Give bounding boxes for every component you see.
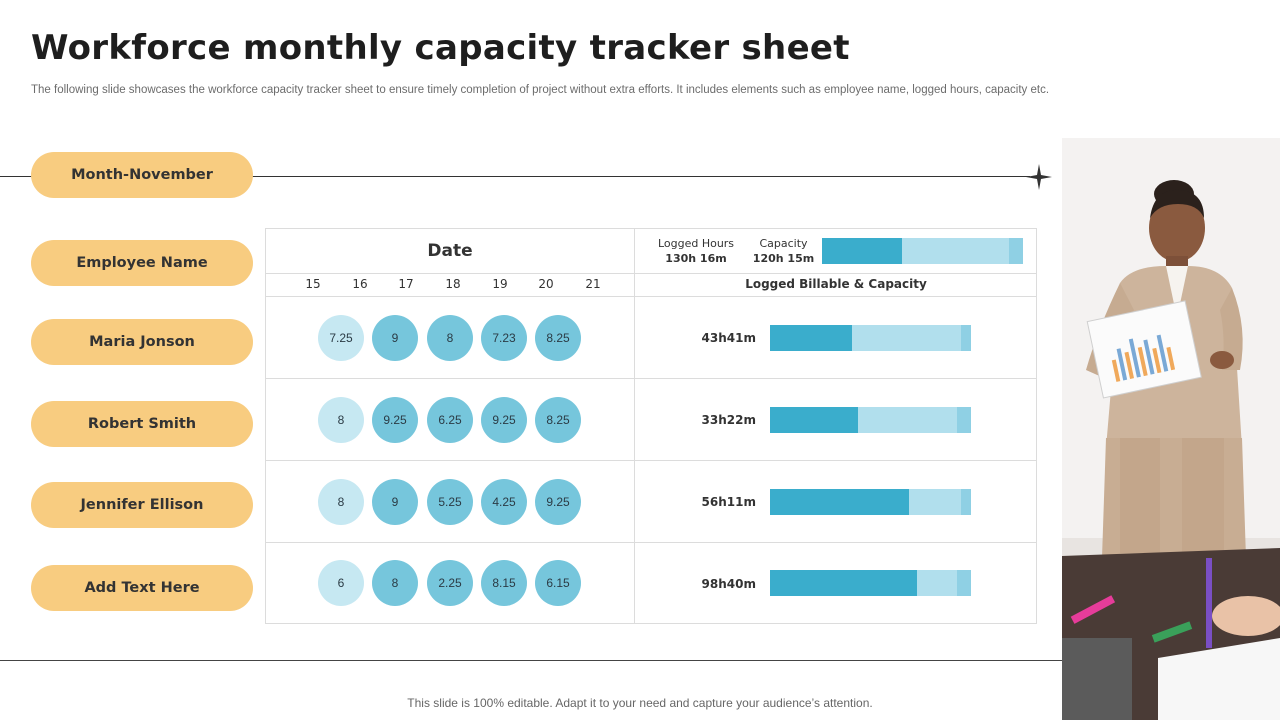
column-divider (634, 229, 635, 623)
row-divider (266, 296, 1036, 297)
employee-pill-add-text: Add Text Here (31, 565, 253, 611)
employee-capacity-bar (770, 325, 971, 351)
logged-hours-cell: 43h41m (701, 331, 756, 345)
summary-capacity-bar (822, 238, 1023, 264)
logged-hours-summary: Logged Hours 130h 16m (646, 237, 746, 265)
employee-pill-robert-smith: Robert Smith (31, 401, 253, 447)
capacity-tracker-table: Date 15 16 17 18 19 20 21 Logged Hours 1… (265, 228, 1037, 624)
hour-circle: 8 (372, 560, 418, 606)
hour-circle: 9.25 (535, 479, 581, 525)
footer-note: This slide is 100% editable. Adapt it to… (407, 696, 873, 710)
logged-hours-label: Logged Hours (657, 237, 735, 250)
summary-extra-segment (1008, 238, 1023, 264)
hour-circle: 6 (318, 560, 364, 606)
employee-capacity-bar (770, 407, 971, 433)
bottom-divider (0, 660, 1062, 661)
hour-circle: 7.25 (318, 315, 364, 361)
row-divider (266, 542, 1036, 543)
employee-name-header-pill: Employee Name (31, 240, 253, 286)
hour-circle: 9.25 (372, 397, 418, 443)
logged-billable-capacity-header: Logged Billable & Capacity (745, 277, 927, 291)
hour-circle: 8 (318, 397, 364, 443)
row-divider (266, 460, 1036, 461)
hour-circle: 2.25 (427, 560, 473, 606)
capacity-value: 120h 15m (752, 252, 815, 265)
row-divider (266, 273, 1036, 274)
billable-segment (770, 407, 859, 433)
summary-billable-segment (822, 238, 903, 264)
hour-circle: 9 (372, 315, 418, 361)
billable-segment (770, 325, 853, 351)
billable-segment (770, 570, 917, 596)
hour-circle: 9 (372, 479, 418, 525)
day-label: 16 (352, 277, 368, 291)
sparkle-star-icon (1026, 164, 1052, 190)
capacity-summary: Capacity 120h 15m (746, 237, 821, 265)
month-pill: Month-November (31, 152, 253, 198)
hour-circle: 8 (427, 315, 473, 361)
employee-pill-maria-jonson: Maria Jonson (31, 319, 253, 365)
hour-circle: 8 (318, 479, 364, 525)
hour-circle: 6.15 (535, 560, 581, 606)
day-label: 15 (305, 277, 321, 291)
extra-segment (956, 407, 971, 433)
logged-hours-cell: 98h40m (701, 577, 756, 591)
hour-circle: 9.25 (481, 397, 527, 443)
top-divider (0, 176, 1030, 177)
hour-circle: 8.15 (481, 560, 527, 606)
page-title: Workforce monthly capacity tracker sheet (31, 28, 850, 68)
hour-circle: 8.25 (535, 315, 581, 361)
hour-circle: 7.23 (481, 315, 527, 361)
day-label: 20 (538, 277, 554, 291)
employee-capacity-bar (770, 489, 971, 515)
employee-pill-jennifer-ellison: Jennifer Ellison (31, 482, 253, 528)
row-divider (266, 378, 1036, 379)
day-label: 17 (398, 277, 414, 291)
page-subtitle: The following slide showcases the workfo… (31, 84, 1050, 96)
capacity-label: Capacity (759, 237, 808, 250)
hour-circle: 6.25 (427, 397, 473, 443)
presenter-photo (1062, 138, 1280, 720)
logged-hours-value: 130h 16m (665, 252, 727, 265)
day-label: 19 (492, 277, 508, 291)
date-header: Date (427, 241, 473, 261)
hour-circle: 5.25 (427, 479, 473, 525)
extra-segment (956, 570, 971, 596)
extra-segment (960, 325, 971, 351)
day-label: 18 (445, 277, 461, 291)
extra-segment (960, 489, 971, 515)
billable-segment (770, 489, 909, 515)
hour-circle: 4.25 (481, 479, 527, 525)
logged-hours-cell: 33h22m (701, 413, 756, 427)
employee-capacity-bar (770, 570, 971, 596)
logged-hours-cell: 56h11m (701, 495, 756, 509)
day-label: 21 (585, 277, 601, 291)
hour-circle: 8.25 (535, 397, 581, 443)
